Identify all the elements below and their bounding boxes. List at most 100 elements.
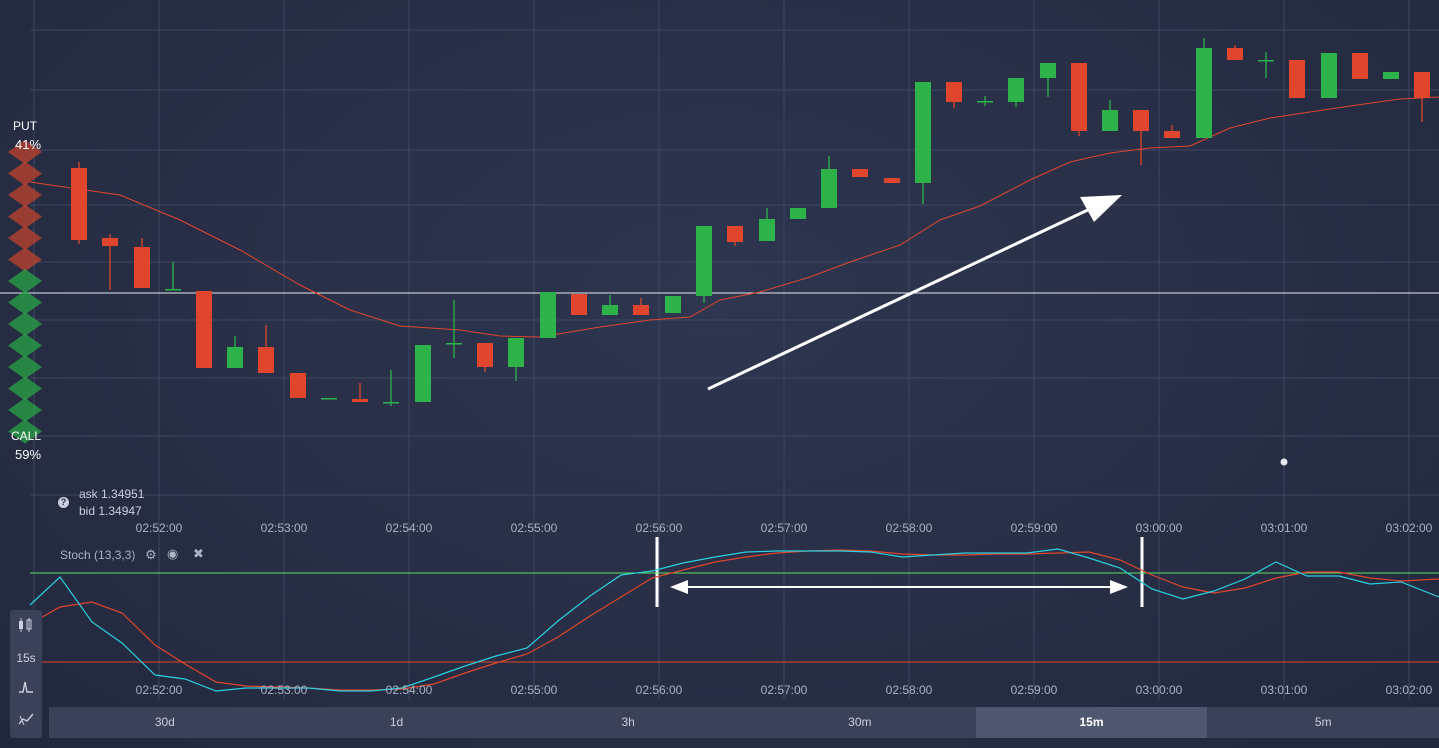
sentiment-chevron xyxy=(8,376,42,401)
candle-body xyxy=(571,294,587,315)
candle-body xyxy=(540,292,556,338)
time-tick-label: 02:55:00 xyxy=(510,683,558,697)
candle-body xyxy=(321,398,337,400)
time-tick-label: 02:53:00 xyxy=(260,521,308,535)
sentiment-chevron xyxy=(8,312,42,336)
candle-body xyxy=(165,289,181,291)
candle-body xyxy=(977,101,993,103)
trend-arrow-shaft xyxy=(707,206,1093,391)
sentiment-chevron xyxy=(8,247,42,272)
indicator-label: Stoch (13,3,3) xyxy=(60,548,136,562)
moving-average-path xyxy=(29,96,1439,338)
candle-body xyxy=(852,169,868,177)
sentiment-chevron xyxy=(8,161,42,186)
period-tab-30d[interactable]: 30d xyxy=(154,715,175,729)
call-label: CALL xyxy=(11,429,42,443)
candle-body xyxy=(196,291,212,368)
range-arrow-head-left xyxy=(670,580,688,594)
interval-label[interactable]: 15s xyxy=(16,651,36,665)
candle-body xyxy=(258,347,274,373)
time-tick-label: 02:55:00 xyxy=(510,521,558,535)
candle-body xyxy=(1258,60,1274,62)
candle-body xyxy=(446,343,462,345)
candle-body xyxy=(884,178,900,183)
sentiment-chevron xyxy=(8,290,42,315)
stoch-k-line xyxy=(29,548,1439,692)
time-tick-label: 02:58:00 xyxy=(885,683,933,697)
candle-body xyxy=(383,402,399,404)
time-tick-label: 02:54:00 xyxy=(385,683,433,697)
time-tick-label: 02:57:00 xyxy=(760,683,808,697)
sentiment-chevron xyxy=(8,140,42,164)
time-tick-label: 02:54:00 xyxy=(385,521,433,535)
stoch-d-line xyxy=(29,549,1439,691)
candle-body xyxy=(1071,63,1087,131)
sentiment-chevron xyxy=(8,419,42,444)
candle-body xyxy=(696,226,712,296)
candle-body xyxy=(790,208,806,219)
candle-body xyxy=(727,226,743,242)
candle-body xyxy=(633,305,649,315)
sentiment-chevron xyxy=(8,333,42,358)
candle-body xyxy=(1040,63,1056,78)
sentiment-bar xyxy=(8,140,42,444)
candle-body xyxy=(71,168,87,240)
trend-arrow-head xyxy=(1080,195,1122,222)
candle-body xyxy=(290,373,306,398)
candle-body xyxy=(1008,78,1024,102)
candle-body xyxy=(227,347,243,368)
help-icon[interactable]: ? xyxy=(58,497,69,508)
time-tick-label: 02:58:00 xyxy=(885,521,933,535)
time-tick-label: 02:52:00 xyxy=(135,683,183,697)
sentiment-chevron xyxy=(8,269,42,293)
time-tick-label: 02:56:00 xyxy=(635,683,683,697)
candle-body xyxy=(134,247,150,288)
sentiment-chevron xyxy=(8,398,42,422)
chart-toolbar: 15s xyxy=(10,610,42,738)
time-tick-label: 03:01:00 xyxy=(1260,683,1308,697)
chart-grid xyxy=(0,0,1439,700)
call-percentage: 59% xyxy=(15,447,42,462)
candle-body xyxy=(1164,131,1180,138)
moving-average-line xyxy=(29,96,1439,338)
candle-body xyxy=(1227,48,1243,60)
annotation-overlay xyxy=(655,195,1288,607)
time-tick-label: 03:02:00 xyxy=(1385,683,1433,697)
candle-body xyxy=(602,305,618,315)
time-tick-label: 02:57:00 xyxy=(760,521,808,535)
period-tab-15m[interactable]: 15m xyxy=(975,707,1208,738)
time-tick-label: 02:59:00 xyxy=(1010,683,1058,697)
candle-body xyxy=(1321,53,1337,98)
close-icon[interactable]: ✖ xyxy=(193,546,204,561)
put-percentage: 41% xyxy=(15,137,42,152)
eye-icon[interactable]: ◉ xyxy=(167,546,179,561)
candle-body xyxy=(1289,60,1305,98)
time-tick-label: 02:59:00 xyxy=(1010,521,1058,535)
time-tick-label: 03:00:00 xyxy=(1135,683,1183,697)
period-tab-5m[interactable]: 5m xyxy=(1314,715,1332,729)
time-tick-label: 02:53:00 xyxy=(260,683,308,697)
period-tab-30m[interactable]: 30m xyxy=(848,715,872,729)
indicator-icon[interactable] xyxy=(10,680,42,697)
gear-icon[interactable]: ⚙ xyxy=(145,547,157,562)
time-tick-label: 02:56:00 xyxy=(635,521,683,535)
drawing-icon[interactable] xyxy=(10,712,42,729)
put-label: PUT xyxy=(13,119,37,133)
candle-body xyxy=(508,338,524,367)
period-selector: 30d 1d 3h 30m 15m 5m xyxy=(49,707,1439,738)
candle-body xyxy=(1133,110,1149,131)
candle-body xyxy=(946,82,962,102)
sentiment-chevron xyxy=(8,355,42,379)
period-tab-1d[interactable]: 1d xyxy=(389,715,404,729)
ask-price: ask 1.34951 xyxy=(79,487,145,501)
sentiment-chevron xyxy=(8,226,42,250)
candle-body xyxy=(1196,48,1212,138)
period-tab-3h[interactable]: 3h xyxy=(621,715,635,729)
candle-body xyxy=(915,82,931,183)
candle-body xyxy=(415,345,431,402)
candles-icon[interactable] xyxy=(10,618,42,635)
range-arrow-head-right xyxy=(1110,580,1128,594)
time-tick-label: 03:00:00 xyxy=(1135,521,1183,535)
